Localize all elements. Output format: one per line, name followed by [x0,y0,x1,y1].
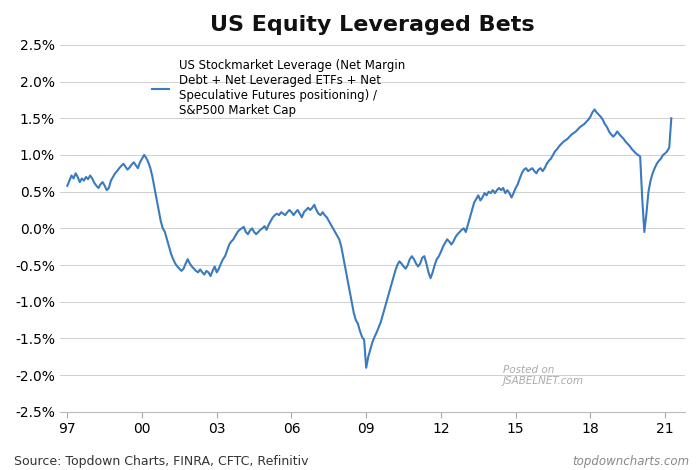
Text: Source: Topdown Charts, FINRA, CFTC, Refinitiv: Source: Topdown Charts, FINRA, CFTC, Ref… [14,454,309,468]
Text: Posted on
JSABELNET.com: Posted on JSABELNET.com [503,365,584,386]
Legend: US Stockmarket Leverage (Net Margin
Debt + Net Leveraged ETFs + Net
Speculative : US Stockmarket Leverage (Net Margin Debt… [147,55,410,122]
Title: US Equity Leveraged Bets: US Equity Leveraged Bets [210,15,535,35]
Text: topdowncharts.com: topdowncharts.com [573,454,689,468]
